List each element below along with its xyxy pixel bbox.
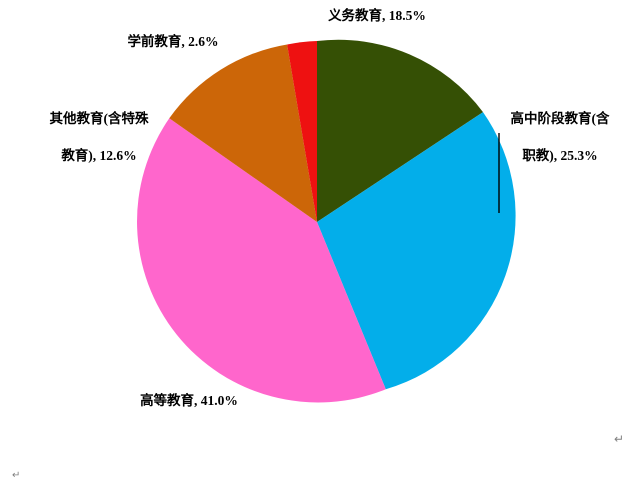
- pie-slice-gaozhong[interactable]: [317, 112, 516, 390]
- pie-label-gaozhong-line1: 高中阶段教育(含: [510, 111, 610, 127]
- pie-slice-gaodeng[interactable]: [137, 118, 386, 403]
- pie-label-qita: 其他教育(含特殊 教育), 12.6%: [14, 92, 184, 165]
- pie-label-gaozhong-line2: 职教), 25.3%: [522, 147, 598, 163]
- pie-label-gaodeng: 高等教育, 41.0%: [140, 393, 238, 408]
- pie-slice-xueqian[interactable]: [287, 41, 317, 222]
- paragraph-mark-icon: ↵: [614, 432, 625, 446]
- pie-slice-qita[interactable]: [169, 44, 317, 223]
- pie-label-yiwu: 义务教育, 18.5%: [328, 8, 426, 23]
- pie-label-gaozhong: 高中阶段教育(含 职教), 25.3%: [495, 92, 625, 165]
- pie-label-qita-line1: 其他教育(含特殊: [49, 111, 149, 127]
- pie-label-xueqian: 学前教育, 2.6%: [127, 34, 219, 49]
- paragraph-mark-icon: ↵: [12, 470, 21, 481]
- pie-slice-yiwu[interactable]: [317, 39, 483, 223]
- pie-label-qita-line2: 教育), 12.6%: [61, 147, 137, 163]
